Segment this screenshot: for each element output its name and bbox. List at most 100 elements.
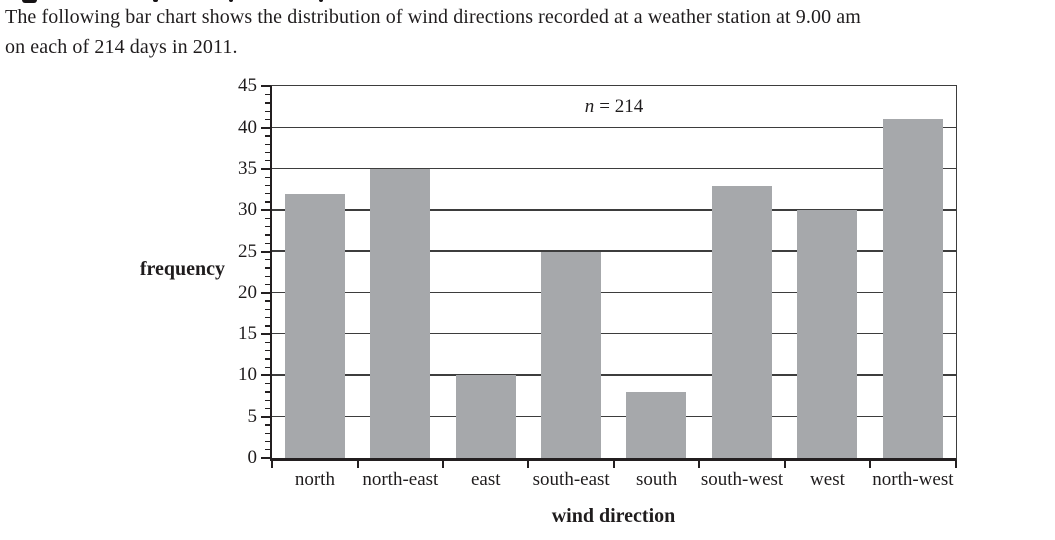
y-minor-tick-24 xyxy=(265,259,270,261)
y-major-tick-10 xyxy=(261,374,270,377)
y-minor-tick-28 xyxy=(265,226,270,228)
y-tick-label-30: 30 xyxy=(238,199,257,221)
y-tick-label-10: 10 xyxy=(238,364,257,386)
y-minor-tick-21 xyxy=(265,283,270,286)
y-minor-tick-2 xyxy=(265,440,270,443)
y-minor-tick-4 xyxy=(265,424,270,426)
x-category-label-north-west: north-west xyxy=(872,469,954,490)
y-minor-tick-23 xyxy=(265,267,270,269)
y-tick-label-15: 15 xyxy=(238,323,257,345)
y-major-tick-30 xyxy=(261,209,270,212)
y-major-tick-45 xyxy=(261,85,270,88)
x-axis-title: wind direction xyxy=(551,505,676,527)
y-major-tick-35 xyxy=(261,167,270,170)
y-minor-tick-37 xyxy=(265,151,270,154)
y-minor-tick-31 xyxy=(265,201,270,203)
x-category-label-north-east: north-east xyxy=(362,469,439,490)
y-minor-tick-7 xyxy=(265,399,270,401)
x-category-label-west: west xyxy=(810,469,845,490)
y-minor-tick-11 xyxy=(265,366,270,368)
x-category-label-south-east: south-east xyxy=(532,469,610,490)
intro-paragraph: The following bar chart shows the distri… xyxy=(5,2,861,62)
bar-west xyxy=(797,210,858,458)
intro-line-2: on each of 214 days in 2011. xyxy=(5,36,238,58)
intro-line-1: The following bar chart shows the distri… xyxy=(5,6,861,28)
gridline-25 xyxy=(272,250,956,252)
y-minor-tick-12 xyxy=(265,358,270,360)
y-minor-tick-16 xyxy=(265,325,270,327)
annotation-value: = 214 xyxy=(599,96,644,117)
x-tick-5 xyxy=(698,461,701,468)
y-tick-label-5: 5 xyxy=(247,405,258,427)
y-minor-tick-6 xyxy=(265,407,270,410)
y-axis-title: frequency xyxy=(139,258,225,280)
x-tick-1 xyxy=(356,461,359,468)
y-major-tick-25 xyxy=(261,250,270,253)
x-category-label-north: north xyxy=(294,469,335,490)
gridline-35 xyxy=(272,167,956,170)
y-minor-tick-14 xyxy=(265,341,270,344)
cropped-text-remnant xyxy=(22,0,37,3)
y-minor-tick-13 xyxy=(265,349,270,352)
y-minor-tick-41 xyxy=(265,118,270,121)
plot-area: n = 214 xyxy=(270,85,957,461)
x-tick-4 xyxy=(612,461,615,468)
y-tick-label-35: 35 xyxy=(238,157,257,179)
bar-east xyxy=(455,375,516,458)
x-category-label-south: south xyxy=(636,469,678,490)
y-minor-tick-38 xyxy=(265,143,270,145)
x-tick-0 xyxy=(271,461,274,468)
y-minor-tick-26 xyxy=(265,242,270,244)
y-minor-tick-1 xyxy=(265,449,270,451)
y-tick-label-45: 45 xyxy=(238,75,257,97)
bar-south-west xyxy=(711,185,772,458)
y-minor-tick-17 xyxy=(265,316,270,319)
y-minor-tick-39 xyxy=(265,135,270,137)
cropped-text-remnant xyxy=(229,0,233,2)
y-tick-label-20: 20 xyxy=(238,281,257,303)
y-tick-label-40: 40 xyxy=(238,116,257,138)
bar-north-east xyxy=(370,168,431,458)
bar-north xyxy=(284,193,345,458)
y-minor-tick-33 xyxy=(265,184,270,187)
x-tick-3 xyxy=(527,461,530,468)
y-minor-tick-43 xyxy=(265,102,270,104)
y-minor-tick-19 xyxy=(265,300,270,302)
gridline-15 xyxy=(272,333,956,335)
annotation-variable: n xyxy=(584,96,595,117)
y-major-tick-20 xyxy=(261,291,270,294)
y-major-tick-15 xyxy=(261,333,270,336)
y-minor-tick-34 xyxy=(265,176,270,178)
y-minor-tick-22 xyxy=(265,275,270,277)
y-minor-tick-3 xyxy=(265,432,270,434)
gridline-5 xyxy=(272,415,956,417)
gridline-30 xyxy=(272,209,956,211)
y-minor-tick-44 xyxy=(265,94,270,96)
x-tick-6 xyxy=(783,461,786,468)
y-minor-tick-27 xyxy=(265,234,270,236)
gridline-20 xyxy=(272,291,956,294)
x-tick-8 xyxy=(954,461,957,468)
y-minor-tick-36 xyxy=(265,160,270,162)
gridline-10 xyxy=(272,374,956,376)
cropped-text-remnant xyxy=(319,0,323,2)
bar-south xyxy=(626,391,687,458)
sample-size-annotation: n = 214 xyxy=(585,96,643,118)
bar-south-east xyxy=(540,251,601,458)
x-category-label-east: east xyxy=(470,469,501,490)
bar-north-west xyxy=(882,119,943,458)
x-tick-7 xyxy=(869,461,872,468)
gridline-40 xyxy=(272,126,956,128)
y-tick-label-0: 0 xyxy=(247,447,258,468)
y-minor-tick-8 xyxy=(265,391,270,393)
y-minor-tick-18 xyxy=(265,308,270,310)
y-major-tick-40 xyxy=(261,126,270,129)
y-minor-tick-32 xyxy=(265,193,270,195)
x-category-label-south-west: south-west xyxy=(700,469,784,490)
y-minor-tick-29 xyxy=(265,217,270,220)
y-minor-tick-42 xyxy=(265,110,270,112)
y-major-tick-0 xyxy=(261,457,270,459)
y-major-tick-5 xyxy=(261,415,270,418)
cropped-text-remnant xyxy=(153,0,158,2)
